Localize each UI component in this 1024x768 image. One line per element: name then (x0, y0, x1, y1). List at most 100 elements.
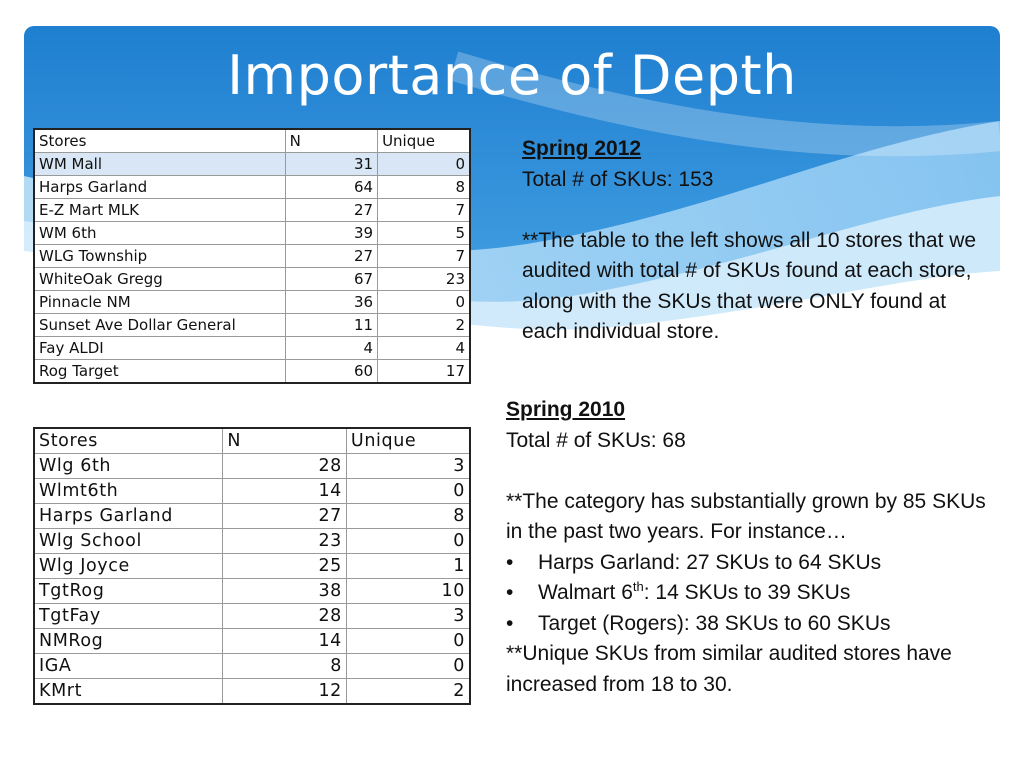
unique-cell: 7 (377, 198, 471, 222)
unique-cell: 0 (345, 628, 471, 654)
table-spring-2012: Stores N Unique WM Mall 31 0 Harps Garland 64 8 E… (33, 128, 471, 384)
bullet-icon: • (506, 611, 514, 635)
n-cell: 38 (222, 578, 347, 604)
store-cell: Wlg 6th (33, 453, 224, 479)
unique-cell: 23 (377, 267, 471, 291)
n-cell: 11 (284, 313, 379, 337)
unique-cell: 0 (377, 152, 471, 176)
store-cell: WM 6th (33, 221, 286, 245)
unique-cell: 0 (345, 478, 471, 504)
table-row: Harps Garland 27 8 (33, 503, 471, 529)
store-cell: WhiteOak Gregg (33, 267, 286, 291)
unique-cell: 5 (377, 221, 471, 245)
n-cell: 31 (284, 152, 379, 176)
bullet-item: • Target (Rogers): 38 SKUs to 60 SKUs (506, 609, 1006, 640)
spring-2010-note: **The category has substantially grown b… (506, 489, 986, 544)
store-cell: IGA (33, 653, 224, 679)
column-header: Unique (345, 427, 471, 454)
store-cell: KMrt (33, 678, 224, 705)
table-header-row: Stores N Unique (33, 427, 471, 454)
store-cell: Wlg School (33, 528, 224, 554)
store-cell: WM Mall (33, 152, 286, 176)
n-cell: 60 (284, 359, 379, 384)
n-cell: 25 (222, 553, 347, 579)
store-cell: TgtFay (33, 603, 224, 629)
unique-cell: 0 (345, 653, 471, 679)
unique-cell: 17 (377, 359, 471, 384)
column-header: Unique (377, 128, 471, 153)
store-cell: Wlg Joyce (33, 553, 224, 579)
table-row: TgtRog 38 10 (33, 578, 471, 604)
n-cell: 28 (222, 603, 347, 629)
n-cell: 4 (284, 336, 379, 360)
store-cell: WLG Township (33, 244, 286, 268)
spring-2010-total: Total # of SKUs: 68 (506, 428, 686, 452)
table-row: WM 6th 39 5 (33, 221, 471, 245)
unique-cell: 7 (377, 244, 471, 268)
table-row: Fay ALDI 4 4 (33, 336, 471, 360)
n-cell: 12 (222, 678, 347, 705)
column-header: Stores (33, 128, 286, 153)
store-cell: TgtRog (33, 578, 224, 604)
store-cell: Rog Target (33, 359, 286, 384)
store-cell: Sunset Ave Dollar General (33, 313, 286, 337)
bullet-icon: • (506, 550, 514, 574)
n-cell: 27 (222, 503, 347, 529)
spring-2010-text-block: Spring 2010 Total # of SKUs: 68 **The ca… (506, 395, 1006, 700)
column-header: Stores (33, 427, 224, 454)
table-spring-2010: Stores N Unique Wlg 6th 28 3 Wlmt6th 14 0 Harps G… (33, 427, 471, 705)
n-cell: 14 (222, 478, 347, 504)
unique-cell: 0 (377, 290, 471, 314)
n-cell: 8 (222, 653, 347, 679)
unique-cell: 2 (377, 313, 471, 337)
spring-2012-text-block: Spring 2012 Total # of SKUs: 153 **The t… (522, 134, 982, 348)
spring-2012-total: Total # of SKUs: 153 (522, 167, 714, 191)
store-cell: Fay ALDI (33, 336, 286, 360)
table-row: WhiteOak Gregg 67 23 (33, 267, 471, 291)
n-cell: 28 (222, 453, 347, 479)
column-header: N (284, 128, 379, 153)
n-cell: 64 (284, 175, 379, 199)
unique-cell: 1 (345, 553, 471, 579)
table-row: Harps Garland 64 8 (33, 175, 471, 199)
table-row: Rog Target 60 17 (33, 359, 471, 384)
column-header: N (222, 427, 347, 454)
bullet-item: • Walmart 6th: 14 SKUs to 39 SKUs (506, 578, 1006, 609)
unique-cell: 3 (345, 603, 471, 629)
unique-cell: 2 (345, 678, 471, 705)
spring-2010-heading: Spring 2010 (506, 398, 626, 421)
table-row: E-Z Mart MLK 27 7 (33, 198, 471, 222)
store-cell: Wlmt6th (33, 478, 224, 504)
table-row: Pinnacle NM 36 0 (33, 290, 471, 314)
table-row: Sunset Ave Dollar General 11 2 (33, 313, 471, 337)
unique-cell: 8 (377, 175, 471, 199)
n-cell: 14 (222, 628, 347, 654)
n-cell: 39 (284, 221, 379, 245)
growth-bullet-list: • Harps Garland: 27 SKUs to 64 SKUs • Walm… (506, 548, 1006, 640)
n-cell: 23 (222, 528, 347, 554)
table-row: Wlg 6th 28 3 (33, 453, 471, 479)
spring-2010-closing: **Unique SKUs from similar audited store… (506, 642, 952, 696)
table-row: NMRog 14 0 (33, 628, 471, 654)
table-header-row: Stores N Unique (33, 128, 471, 153)
bullet-item: • Harps Garland: 27 SKUs to 64 SKUs (506, 548, 1006, 579)
n-cell: 67 (284, 267, 379, 291)
unique-cell: 4 (377, 336, 471, 360)
spring-2012-heading: Spring 2012 (522, 137, 642, 160)
unique-cell: 8 (345, 503, 471, 529)
store-cell: E-Z Mart MLK (33, 198, 286, 222)
n-cell: 36 (284, 290, 379, 314)
table-row: Wlg School 23 0 (33, 528, 471, 554)
unique-cell: 3 (345, 453, 471, 479)
table-row: IGA 8 0 (33, 653, 471, 679)
table-row: WM Mall 31 0 (33, 152, 471, 176)
n-cell: 27 (284, 198, 379, 222)
store-cell: NMRog (33, 628, 224, 654)
store-cell: Harps Garland (33, 503, 224, 529)
unique-cell: 10 (345, 578, 471, 604)
table-row: WLG Township 27 7 (33, 244, 471, 268)
bullet-icon: • (506, 581, 514, 604)
table-row: Wlg Joyce 25 1 (33, 553, 471, 579)
unique-cell: 0 (345, 528, 471, 554)
store-cell: Pinnacle NM (33, 290, 286, 314)
